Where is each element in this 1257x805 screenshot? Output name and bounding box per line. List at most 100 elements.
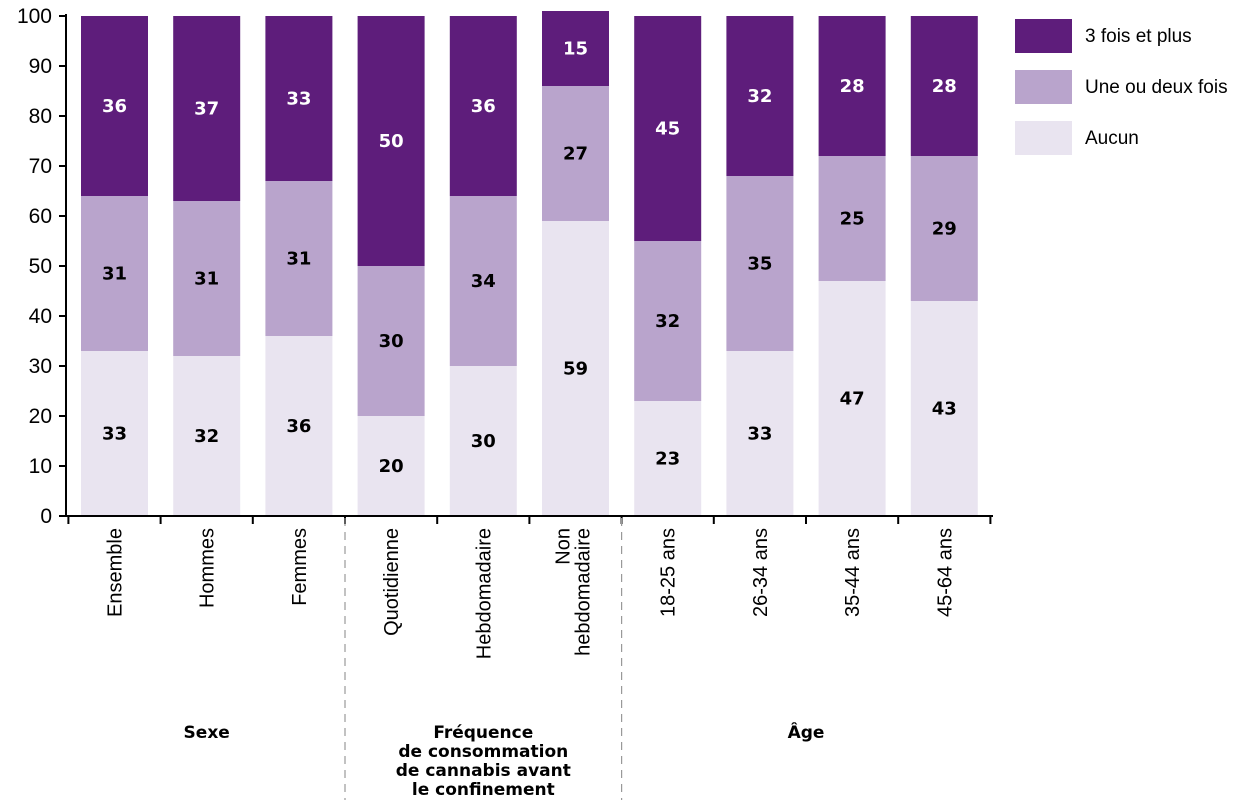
bar-segment-1-8	[726, 351, 794, 516]
data-label: 47	[840, 389, 865, 410]
y-tick-label: 100	[17, 5, 52, 28]
bar-segment-1-4	[357, 416, 425, 516]
bar-segment-3-4	[357, 16, 425, 266]
group-label: Âge	[788, 721, 825, 743]
category-label: 18-25 ans	[658, 528, 680, 617]
bars-layer	[81, 11, 978, 516]
bar-segment-3-8	[726, 16, 794, 176]
legend-label: 3 fois et plus	[1085, 26, 1192, 47]
category-label: Hebdomadaire	[473, 528, 495, 659]
bar-segment-3-6	[542, 11, 609, 86]
data-label: 31	[286, 249, 311, 270]
group-label: Sexe	[184, 723, 230, 743]
bar-segment-1-5	[449, 366, 517, 516]
legend-swatch	[1015, 70, 1072, 104]
bar-segment-1-6	[542, 221, 609, 516]
legend: 3 fois et plus Une ou deux fois Aucun	[1015, 19, 1228, 155]
data-label: 15	[563, 39, 588, 60]
data-label: 59	[563, 359, 588, 380]
y-tick-label: 80	[29, 105, 52, 128]
bar-segment-1-10	[910, 301, 978, 516]
category-label-line: hebdomadaire	[573, 528, 595, 656]
group-label-line: de consommation	[398, 742, 568, 762]
group-label-line: Sexe	[184, 723, 230, 743]
category-label: 26-34 ans	[750, 528, 772, 617]
y-tick-label: 70	[29, 155, 52, 178]
bar-segment-2-7	[634, 241, 702, 401]
bar-segment-1-7	[634, 401, 702, 516]
bar-segment-2-4	[357, 266, 425, 416]
bar-segment-3-10	[910, 16, 978, 156]
bar-segment-1-9	[818, 281, 886, 516]
data-label: 36	[286, 416, 311, 437]
y-tick-label: 90	[29, 55, 52, 78]
y-tick-label: 20	[29, 405, 52, 428]
data-label: 31	[194, 269, 219, 290]
bar-segment-2-6	[542, 86, 609, 221]
y-tick-label: 50	[29, 255, 52, 278]
bar-segment-1-2	[173, 356, 241, 516]
data-label: 23	[655, 449, 680, 470]
category-label: 45-64 ans	[934, 528, 956, 617]
group-label-line: le confinement	[412, 780, 555, 800]
bar-segment-2-10	[910, 156, 978, 301]
bar-segment-2-8	[726, 176, 794, 351]
bar-segment-3-3	[265, 16, 333, 181]
y-tick-label: 60	[29, 205, 52, 228]
bar-segment-3-2	[173, 16, 241, 201]
data-labels-layer: 33 31 36 32 31 37 36 31 33 20 30 50 30 34 36 59 27 15 23 32…	[102, 39, 957, 478]
group-label-line: de cannabis avant	[396, 761, 571, 781]
bar-segment-2-5	[449, 196, 517, 366]
data-label: 36	[102, 96, 127, 117]
group-label-line: Âge	[788, 721, 825, 743]
category-label: 35-44 ans	[842, 528, 864, 617]
data-label: 32	[655, 311, 680, 332]
data-label: 32	[747, 86, 772, 107]
data-label: 30	[471, 431, 496, 452]
legend-label: Une ou deux fois	[1085, 77, 1228, 98]
group-label: Fréquence de consommation de cannabis avan…	[396, 723, 571, 800]
data-label: 33	[286, 89, 311, 110]
bar-segment-3-5	[449, 16, 517, 196]
bar-segment-2-2	[173, 201, 241, 356]
bar-segment-2-1	[81, 196, 148, 351]
legend-swatch	[1015, 19, 1072, 53]
data-label: 34	[471, 271, 496, 292]
data-label: 28	[840, 76, 865, 97]
legend-swatch	[1015, 121, 1072, 155]
data-label: 25	[840, 209, 865, 230]
data-label: 35	[747, 254, 772, 275]
group-label-line: Fréquence	[433, 723, 533, 743]
category-label-line: Non	[553, 528, 575, 565]
data-label: 33	[747, 424, 772, 445]
category-label: Quotidienne	[381, 528, 403, 636]
data-label: 30	[379, 331, 404, 352]
data-label: 32	[194, 426, 219, 447]
data-label: 31	[102, 264, 127, 285]
group-labels-layer: Sexe Fréquence de consommation de cannabis …	[184, 721, 825, 800]
bar-segment-1-3	[265, 336, 333, 516]
y-tick-label: 40	[29, 305, 52, 328]
category-labels-layer: Ensemble Hommes Femmes Quotidienne Hebdomada…	[105, 528, 957, 659]
data-label: 45	[655, 119, 680, 140]
data-label: 36	[471, 96, 496, 117]
y-tick-label: 30	[29, 355, 52, 378]
bar-segment-2-3	[265, 181, 333, 336]
category-label: Ensemble	[105, 528, 127, 617]
bar-segment-3-1	[81, 16, 148, 196]
category-label: Nonhebdomadaire	[553, 528, 595, 656]
data-label: 28	[932, 76, 957, 97]
data-label: 20	[379, 456, 404, 477]
bar-segment-3-9	[818, 16, 886, 156]
y-tick-label: 10	[29, 455, 52, 478]
data-label: 29	[932, 219, 957, 240]
data-label: 50	[379, 131, 404, 152]
bar-segment-2-9	[818, 156, 886, 281]
data-label: 37	[194, 99, 219, 120]
data-label: 27	[563, 144, 588, 165]
bar-segment-3-7	[634, 16, 702, 241]
y-tick-label: 0	[40, 505, 52, 528]
axes-layer: 0 10 20 30 40 50 60 70 80 90 100	[17, 5, 993, 800]
bar-segment-1-1	[81, 351, 148, 516]
